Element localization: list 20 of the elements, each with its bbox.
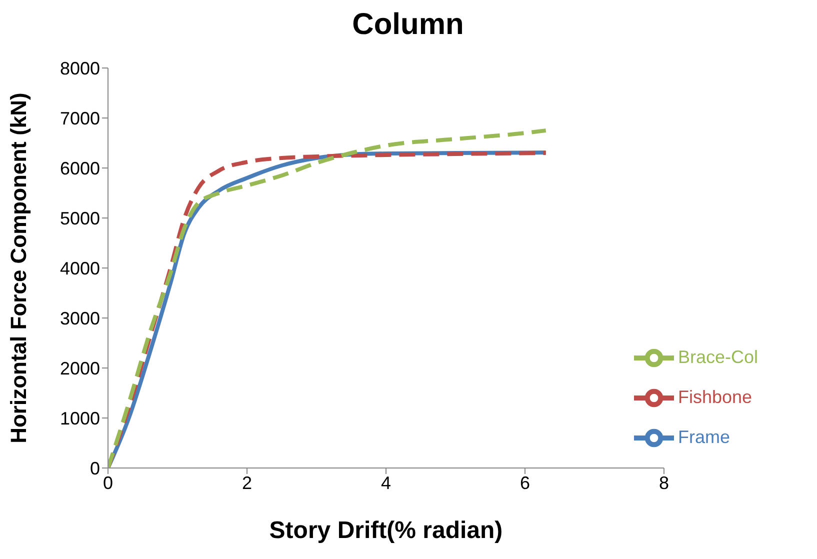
y-axis-title: Horizontal Force Component (kN): [6, 92, 31, 444]
y-tick-label: 7000: [60, 108, 100, 128]
y-tick-label: 4000: [60, 258, 100, 278]
x-tick-label: 6: [520, 472, 530, 493]
y-tick-label: 3000: [60, 308, 100, 328]
legend-label: Frame: [678, 426, 730, 447]
x-tick-label: 4: [380, 472, 391, 493]
x-tick-label: 8: [658, 472, 669, 493]
chart-title: Column: [351, 8, 465, 43]
legend-label: Brace-Col: [678, 346, 758, 367]
y-tick-label: 0: [90, 458, 100, 478]
x-tick-label: 0: [102, 472, 114, 493]
y-tick-label: 6000: [60, 158, 100, 178]
x-tick-label: 2: [242, 472, 252, 493]
y-tick-label: 1000: [60, 408, 100, 428]
legend-label: Fishbone: [678, 386, 752, 407]
y-tick-label: 5000: [60, 208, 100, 228]
y-tick-label: 2000: [60, 358, 100, 378]
y-tick-label: 8000: [60, 58, 100, 78]
x-axis-title: Story Drift(% radian): [269, 517, 503, 544]
